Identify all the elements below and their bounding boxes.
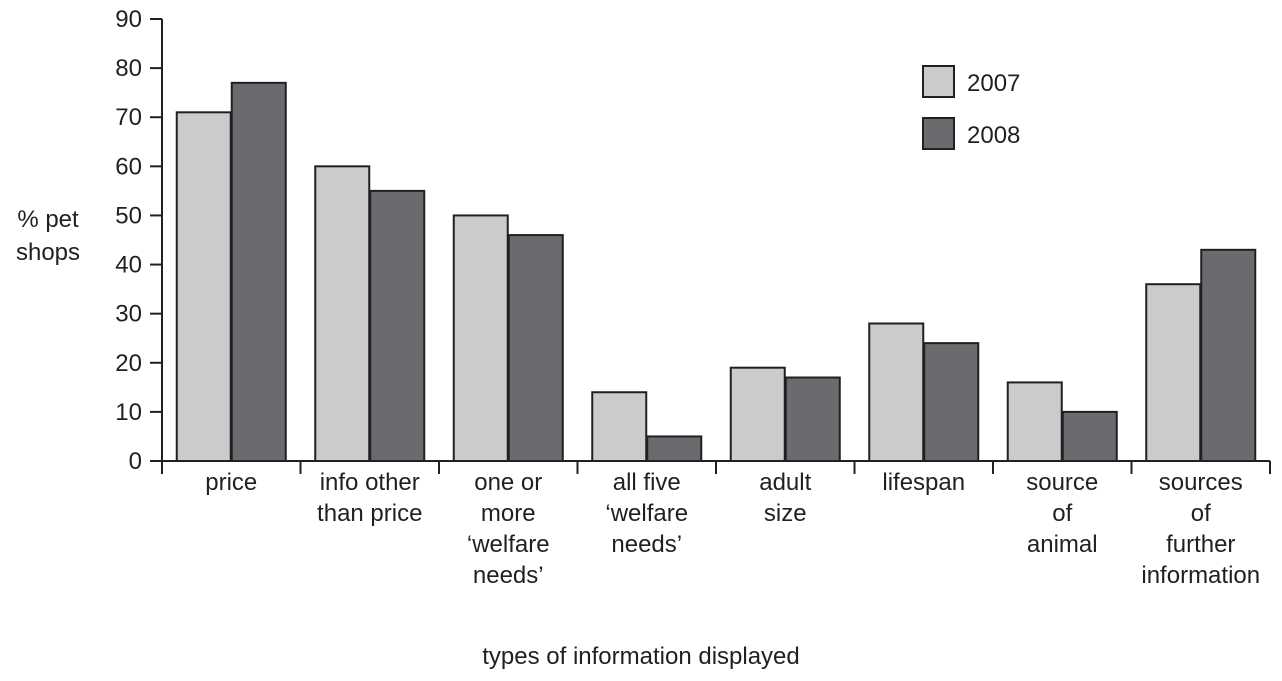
x-category-label: info other than price [317, 469, 422, 527]
y-tick-label: 20 [115, 350, 142, 377]
x-category-label: lifespan [882, 469, 965, 496]
y-tick-label: 60 [115, 153, 142, 180]
y-tick-label: 0 [129, 448, 142, 475]
bar-2008 [1200, 248, 1257, 462]
x-axis: price info other than price one or more ‘welf… [161, 460, 1271, 589]
y-axis-title: % pet shops [16, 206, 80, 266]
bar-2007 [868, 322, 925, 462]
bar-2008 [1061, 410, 1118, 462]
legend-swatch-2008 [922, 117, 955, 150]
bar-2008 [369, 189, 426, 462]
x-category-label: all five ‘welfare needs’ [605, 469, 688, 558]
bar-2007 [175, 111, 232, 463]
axis-titles: % pet shops types of information displayed [16, 206, 800, 670]
bars [175, 81, 1257, 463]
x-category-label: sources of further information [1141, 469, 1260, 589]
bar-2007 [1145, 283, 1202, 463]
bar-2008 [784, 376, 841, 462]
y-axis: 0 10 20 30 40 50 60 70 80 90 [115, 6, 163, 475]
bar-2008 [646, 435, 703, 463]
bar-2007 [452, 214, 509, 462]
bar-2007 [591, 391, 648, 462]
bar-2008 [923, 342, 980, 462]
x-category-label: source of animal [1026, 469, 1098, 558]
legend: 2007 2008 [922, 65, 1020, 150]
bar-2007 [314, 165, 371, 462]
bar-2008 [230, 81, 287, 462]
y-tick-label: 90 [115, 6, 142, 33]
x-category-label: adult size [759, 469, 811, 527]
y-tick-label: 70 [115, 104, 142, 131]
y-tick-label: 80 [115, 55, 142, 82]
y-tick-label: 40 [115, 252, 142, 279]
bar-2007 [1006, 381, 1063, 462]
bar-2008 [507, 234, 564, 462]
x-category-label: one or more ‘welfare needs’ [467, 469, 550, 589]
legend-swatch-2007 [922, 65, 955, 98]
x-category-label: price [205, 469, 257, 496]
y-tick-label: 50 [115, 202, 142, 229]
legend-label-2007: 2007 [967, 70, 1020, 97]
y-tick-label: 30 [115, 301, 142, 328]
legend-label-2008: 2008 [967, 122, 1020, 149]
x-axis-title: types of information displayed [482, 643, 800, 670]
bar-2007 [729, 366, 786, 463]
y-tick-label: 10 [115, 399, 142, 426]
